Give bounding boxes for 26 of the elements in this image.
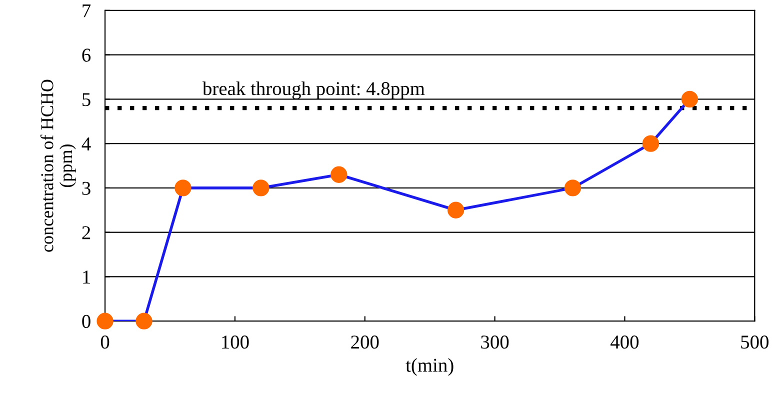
y-tick-label: 5 [82,93,90,106]
x-tick-label: 100 [222,336,249,349]
point [564,180,582,196]
y-tick-label: 4 [82,138,91,150]
x-tick-label: 200 [351,336,379,349]
y-tick-label: 2 [82,226,90,240]
point [681,90,698,108]
ref-line-label: break through point: 4.8ppm [202,82,425,100]
y-tick-label: 7 [82,4,91,18]
y-tick-label: 1 [83,270,90,284]
point [252,180,270,196]
point [96,312,114,330]
x-axis-title: t(min) [406,358,454,376]
point [136,312,152,330]
y-tick-label: 0 [82,314,90,328]
y-tick-label: 6 [82,48,91,62]
x-tick-label: 300 [481,336,509,349]
point [447,202,464,218]
point [642,135,660,152]
y-tick-label: 3 [82,182,90,195]
y-axis-title: concentration of HCHO (ppm) [40,80,76,252]
x-tick-label: 0 [100,336,110,349]
point [174,180,192,196]
x-tick-label: 400 [610,336,639,349]
x-tick-label: 500 [741,336,768,349]
point [330,166,348,183]
